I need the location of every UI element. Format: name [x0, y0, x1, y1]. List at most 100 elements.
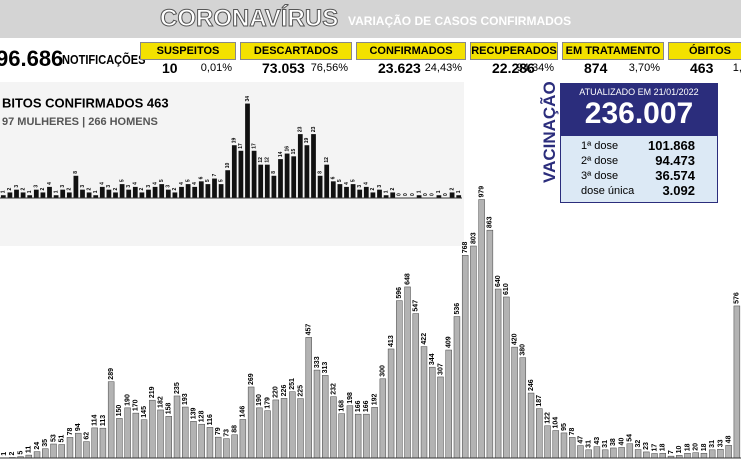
data-label: 145	[141, 406, 148, 418]
data-label: 1	[436, 190, 442, 193]
bar	[91, 427, 98, 459]
data-label: 190	[256, 394, 263, 406]
bar	[350, 184, 356, 198]
data-label: 6	[331, 176, 337, 179]
data-label: 4	[100, 182, 106, 185]
bar	[651, 453, 658, 459]
data-label: 3	[34, 185, 40, 188]
data-label: 220	[273, 386, 280, 398]
data-label: 23	[643, 442, 650, 450]
data-label: 4	[192, 182, 198, 185]
stat-label: ÓBITOS	[668, 42, 741, 60]
bar	[75, 432, 82, 459]
bar	[146, 189, 151, 198]
data-label: 12	[324, 157, 330, 163]
data-label: 15	[291, 149, 297, 155]
bar	[330, 181, 336, 198]
bar	[206, 427, 214, 459]
bar	[330, 396, 337, 459]
data-label: 5	[119, 179, 125, 182]
bar	[346, 405, 354, 459]
data-label: 5	[350, 179, 356, 182]
bar	[618, 447, 625, 459]
bar	[139, 192, 145, 198]
bar	[140, 419, 148, 459]
bar	[182, 406, 189, 459]
data-label: 3	[166, 185, 172, 188]
bar	[152, 186, 158, 198]
stat-value: 73.053	[262, 60, 305, 76]
data-label: 31	[602, 440, 609, 448]
bar	[416, 195, 422, 198]
bar	[601, 449, 609, 459]
data-label: 5	[205, 179, 211, 182]
bar	[132, 186, 138, 198]
data-label: 8	[73, 171, 79, 174]
bar	[86, 192, 92, 198]
stat-label: EM TRATAMENTO	[562, 42, 664, 60]
subtitle-main: CASOS CONFIRMADOS	[434, 14, 572, 28]
stat-value: 22.286	[492, 60, 535, 76]
bar	[192, 186, 198, 198]
stat-value: 874	[584, 60, 608, 76]
data-label: 576	[734, 292, 741, 304]
bar	[107, 381, 115, 459]
bar	[370, 192, 376, 198]
data-label: 422	[421, 333, 428, 345]
data-label: 0	[430, 193, 436, 196]
header-band	[0, 0, 741, 38]
data-label: 2	[86, 187, 92, 190]
vaccination-updated: ATUALIZADO EM 21/01/2022	[579, 87, 699, 97]
data-label: 7	[668, 450, 675, 454]
bar	[239, 419, 247, 459]
data-label: 2	[9, 451, 16, 455]
bar	[33, 189, 39, 198]
stat-label: RECUPERADOS	[470, 42, 558, 60]
bar	[708, 449, 716, 459]
data-label: 198	[347, 392, 354, 404]
bar	[0, 195, 6, 198]
bar	[313, 369, 321, 459]
bar	[297, 398, 304, 459]
data-label: 7	[212, 174, 218, 177]
bar	[165, 416, 172, 459]
stat-label: SUSPEITOS	[140, 42, 236, 60]
data-label: 2	[40, 187, 46, 190]
bar	[304, 145, 310, 198]
data-label: 235	[174, 382, 181, 394]
bar	[225, 170, 231, 198]
bar	[412, 313, 419, 459]
bar	[231, 434, 238, 459]
bar	[113, 192, 118, 198]
data-label: 2	[370, 187, 376, 190]
data-label: 979	[478, 186, 485, 198]
bar	[519, 357, 527, 459]
bar	[404, 286, 411, 459]
bar	[626, 443, 634, 459]
bar	[379, 378, 387, 459]
bar	[245, 103, 250, 198]
data-label: 166	[355, 400, 362, 412]
bar	[363, 186, 369, 198]
bar	[20, 192, 26, 198]
data-label: 648	[404, 273, 411, 285]
data-label: 2	[449, 187, 455, 190]
data-label: 289	[108, 368, 115, 380]
bar	[560, 432, 568, 459]
bar	[453, 316, 461, 459]
data-label: 344	[429, 353, 436, 365]
bar	[569, 437, 576, 459]
data-label: 31	[709, 440, 716, 448]
bar	[593, 446, 601, 459]
stat-label: DESCARTADOS	[240, 42, 352, 60]
data-label: 0	[397, 193, 403, 196]
data-label: 1	[1, 452, 8, 456]
bar	[725, 445, 732, 459]
data-label: 19	[232, 137, 238, 143]
bar	[214, 436, 222, 459]
bar	[53, 195, 59, 198]
stat: RECUPERADOS 22.286 94,34%	[470, 42, 558, 76]
bar	[289, 391, 296, 459]
bar	[159, 184, 165, 198]
stat-value: 10	[162, 60, 178, 76]
